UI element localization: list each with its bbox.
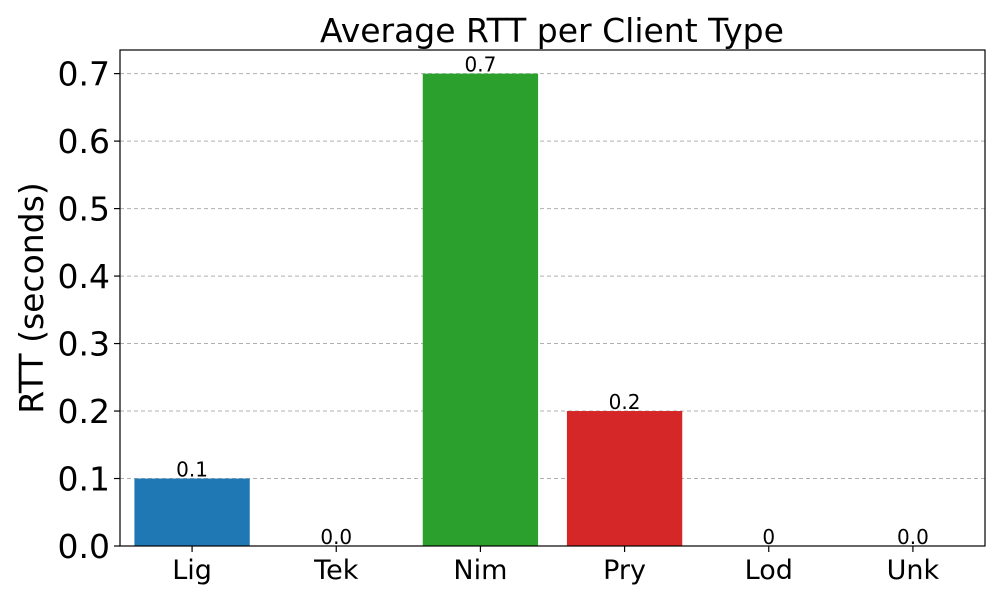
- y-tick-label: 0.1: [58, 460, 110, 499]
- data-label: 0: [762, 525, 775, 549]
- data-label: 0.0: [320, 525, 352, 549]
- data-label: 0.1: [176, 458, 208, 482]
- data-label: 0.2: [609, 390, 641, 414]
- y-axis-ticks: 0.0 0.1 0.2 0.3 0.4 0.5 0.6 0.7: [58, 55, 120, 566]
- x-tick-label: Tek: [313, 555, 359, 586]
- x-tick-label: Lod: [745, 555, 793, 586]
- bar-nim: [422, 73, 539, 546]
- x-tick-label: Unk: [887, 555, 940, 586]
- bar-lig: [134, 478, 250, 546]
- y-tick-label: 0.3: [58, 325, 110, 364]
- data-label: 0.7: [465, 53, 497, 77]
- x-tick-label: Pry: [603, 555, 646, 586]
- chart-title: Average RTT per Client Type: [320, 11, 784, 50]
- plot-frame: [119, 49, 986, 547]
- grid-lines: [120, 73, 985, 480]
- axes: [119, 49, 986, 547]
- x-tick-label: Lig: [172, 555, 212, 586]
- y-axis-label: RTT (seconds): [12, 182, 51, 413]
- y-tick-label: 0.6: [58, 122, 110, 161]
- data-labels: 0.1 0.0 0.7 0.2 0 0.0: [176, 53, 929, 549]
- bar-pry: [566, 411, 683, 546]
- bars: [134, 73, 683, 546]
- data-label: 0.0: [897, 525, 929, 549]
- y-tick-label: 0.7: [58, 55, 110, 94]
- y-tick-label: 0.4: [58, 257, 110, 296]
- x-tick-label: Nim: [453, 555, 507, 586]
- y-tick-label: 0.2: [58, 392, 110, 431]
- y-tick-label: 0.0: [58, 527, 110, 566]
- x-axis-ticks: Lig Tek Nim Pry Lod Unk: [172, 546, 940, 586]
- y-tick-label: 0.5: [58, 190, 110, 229]
